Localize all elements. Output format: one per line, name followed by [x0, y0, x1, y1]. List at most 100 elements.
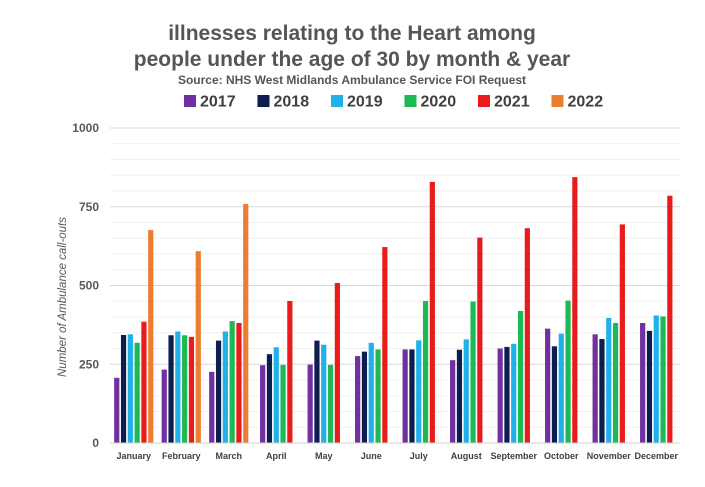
bar-2018-october — [551, 346, 558, 443]
bar-2021-march — [236, 322, 242, 443]
x-tick-label: December — [634, 451, 678, 461]
legend-swatch-2019 — [331, 95, 343, 107]
bar-2017-december — [640, 322, 646, 443]
bar-2021-february — [188, 336, 195, 443]
bar-2019-august — [463, 339, 469, 443]
bar-2022-february — [195, 251, 201, 443]
legend: 2017 2018 2019 2020 2021 2022 — [184, 94, 603, 111]
bar-2017-october — [545, 328, 551, 443]
legend-label-2017: 2017 — [200, 94, 236, 111]
legend-label-2022: 2022 — [568, 94, 604, 111]
bar-2019-february — [175, 331, 181, 443]
y-axis: 0 250 500 750 1000 — [72, 121, 99, 450]
bar-2017-july — [402, 349, 408, 443]
legend-swatch-2018 — [257, 95, 270, 107]
bar-2020-may — [327, 364, 334, 443]
legend-swatch-2017 — [184, 95, 196, 107]
legend-swatch-2022 — [551, 95, 564, 107]
bar-2020-january — [134, 342, 140, 443]
x-tick-label: May — [315, 451, 333, 461]
legend-label-2021: 2021 — [494, 94, 530, 111]
x-tick-label: November — [587, 451, 632, 461]
bar-2022-march — [243, 203, 249, 443]
bar-2017-march — [209, 371, 215, 443]
bar-2021-july — [429, 181, 435, 443]
bar-2019-september — [511, 343, 517, 443]
bar-2017-april — [260, 365, 266, 443]
bar-2019-january — [127, 334, 133, 443]
legend-swatch-2021 — [478, 95, 490, 107]
chart-title-line1: illnesses relating to the Heart among — [168, 22, 536, 45]
bar-2018-may — [314, 340, 320, 444]
bar-2019-october — [558, 333, 564, 443]
bar-2018-august — [456, 349, 463, 443]
bar-2021-november — [619, 224, 625, 443]
y-tick-label: 750 — [79, 200, 99, 214]
bar-2017-august — [450, 360, 456, 443]
legend-label-2018: 2018 — [274, 94, 310, 111]
bar-2021-october — [572, 177, 578, 443]
bar-2018-december — [646, 330, 653, 443]
x-axis: January February March April May June July Augu… — [116, 451, 678, 461]
bar-2018-february — [168, 335, 174, 443]
bar-2017-september — [497, 348, 503, 443]
gridlines — [110, 127, 680, 428]
legend-label-2019: 2019 — [347, 94, 383, 111]
bar-2018-april — [266, 354, 273, 443]
y-tick-label: 0 — [92, 436, 99, 450]
bar-2018-september — [504, 346, 510, 443]
y-tick-label: 1000 — [72, 121, 99, 135]
bar-2021-december — [667, 195, 673, 443]
bar-2020-december — [660, 316, 666, 443]
legend-swatch-2020 — [404, 95, 417, 107]
chart-title-line2: people under the age of 30 by month & ye… — [134, 48, 570, 71]
x-tick-label: September — [490, 451, 537, 461]
x-tick-label: January — [116, 451, 151, 461]
x-tick-label: June — [361, 451, 382, 461]
bar-2020-october — [565, 300, 571, 443]
bar-2021-april — [287, 300, 293, 443]
bar-2018-july — [409, 349, 415, 443]
y-axis-label: Number of Ambulance call-outs — [57, 217, 69, 377]
bar-2020-april — [280, 364, 286, 443]
x-tick-label: April — [266, 451, 287, 461]
legend-label-2020: 2020 — [421, 94, 457, 111]
bar-2021-january — [141, 321, 147, 443]
bar-2017-november — [592, 334, 598, 443]
bar-2020-july — [422, 300, 429, 443]
bar-2021-june — [382, 247, 388, 443]
bar-2018-november — [599, 339, 605, 443]
bar-2020-september — [517, 311, 524, 443]
bar-2018-march — [215, 340, 222, 444]
chart-subtitle: Source: NHS West Midlands Ambulance Serv… — [178, 73, 526, 87]
bar-2017-january — [114, 377, 120, 443]
bar-2021-may — [334, 282, 340, 443]
bar-2020-february — [182, 335, 188, 443]
bar-2020-june — [375, 349, 381, 443]
bar-2018-january — [120, 334, 127, 443]
bar-2019-march — [222, 331, 228, 443]
bar-2021-august — [477, 237, 483, 443]
bar-2019-june — [368, 342, 374, 443]
x-tick-label: October — [544, 451, 579, 461]
bar-2019-december — [653, 315, 659, 443]
bar-2019-may — [321, 344, 327, 443]
y-tick-label: 250 — [79, 357, 99, 371]
bar-2017-june — [355, 356, 361, 443]
bar-2018-june — [361, 351, 368, 443]
x-tick-label: February — [162, 451, 201, 461]
bar-2017-february — [161, 369, 167, 443]
bars — [114, 177, 673, 444]
bar-2021-september — [524, 228, 530, 443]
bar-2020-august — [470, 301, 476, 443]
bar-2020-november — [612, 322, 619, 443]
x-tick-label: July — [410, 451, 428, 461]
bar-2020-march — [229, 321, 235, 443]
x-tick-label: August — [451, 451, 482, 461]
bar-2019-april — [273, 347, 279, 443]
bar-2017-may — [307, 364, 313, 443]
x-tick-label: March — [215, 451, 242, 461]
bar-2019-november — [606, 317, 612, 443]
bar-2022-january — [148, 230, 154, 443]
